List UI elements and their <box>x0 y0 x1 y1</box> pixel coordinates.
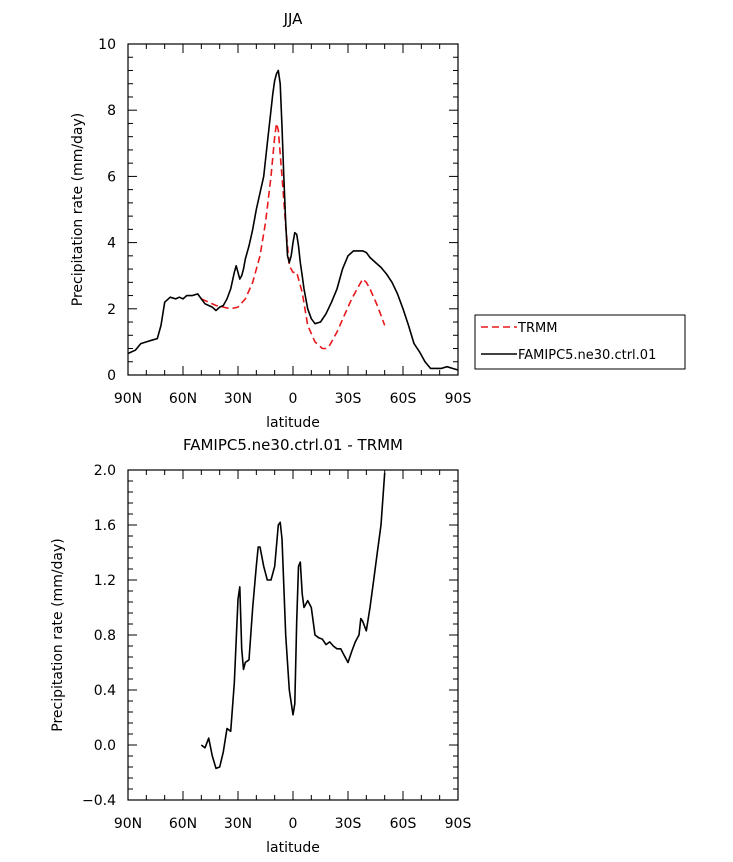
y-tick-label: −0.4 <box>82 793 116 809</box>
x-tick-label: 0 <box>289 391 298 407</box>
series-line-1-0 <box>200 472 386 770</box>
x-axis-label: latitude <box>266 840 320 856</box>
x-axis-label: latitude <box>266 415 320 431</box>
chart-title: FAMIPC5.ne30.ctrl.01 - TRMM <box>183 436 403 454</box>
plot-frame <box>127 469 459 801</box>
y-tick-label: 2 <box>107 302 116 318</box>
panel-bottom-difference: FAMIPC5.ne30.ctrl.01 - TRMM 90N 60N 30N 0 30S… <box>50 436 471 856</box>
y-axis-label: Precipitation rate (mm/day) <box>70 113 86 307</box>
legend-entry: FAMIPC5.ne30.ctrl.01 <box>518 348 656 363</box>
y-tick-label: 6 <box>107 169 116 185</box>
legend-box <box>474 314 686 370</box>
x-tick-label: 30S <box>335 816 362 832</box>
y-tick-label: 8 <box>107 103 116 119</box>
y-tick-label: 10 <box>98 37 116 53</box>
x-tick-label: 0 <box>289 816 298 832</box>
x-tick-label: 30S <box>335 391 362 407</box>
y-tick-label: 1.2 <box>94 573 116 589</box>
x-tick-label: 60N <box>169 391 197 407</box>
y-axis-label: Precipitation rate (mm/day) <box>50 538 66 732</box>
y-tick-label: 0.4 <box>94 683 116 699</box>
y-tick-label: 0 <box>107 368 116 384</box>
y-tick-label: 4 <box>107 236 116 252</box>
y-tick-label: 0.8 <box>94 628 116 644</box>
series-line-trmm <box>200 122 386 350</box>
x-tick-label: 30N <box>224 391 252 407</box>
legend: TRMM FAMIPC5.ne30.ctrl.01 <box>474 314 686 370</box>
x-tick-label: 60S <box>390 816 417 832</box>
x-tick-label: 60N <box>169 816 197 832</box>
legend-entry: TRMM <box>517 321 557 336</box>
x-tick-label: 60S <box>390 391 417 407</box>
x-tick-label: 30N <box>224 816 252 832</box>
x-tick-label: 90N <box>114 816 142 832</box>
chart-title: JJA <box>283 10 304 28</box>
x-tick-label: 90N <box>114 391 142 407</box>
series-line-famipc5-ne30-ctrl-01 <box>127 69 459 371</box>
x-tick-label: 90S <box>445 391 472 407</box>
y-tick-label: 1.6 <box>94 518 116 534</box>
x-tick-label: 90S <box>445 816 472 832</box>
panel-top-jja: JJA 90N 60N 30N 0 30S 60S 90S 0 2 4 6 8 10 latitude Pre… <box>70 10 471 431</box>
y-tick-label: 2.0 <box>94 463 116 479</box>
y-tick-label: 0.0 <box>94 738 116 754</box>
